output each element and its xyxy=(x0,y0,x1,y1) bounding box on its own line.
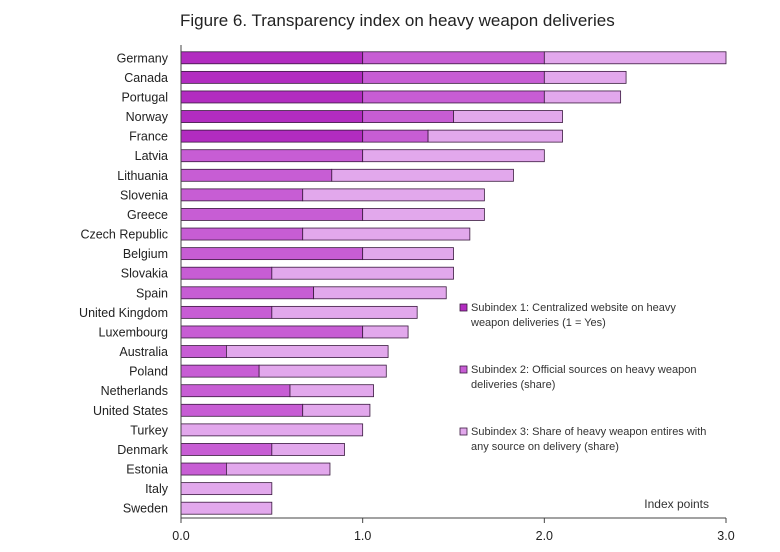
bar-segment-s1 xyxy=(180,70,364,84)
category-label: Latvia xyxy=(135,149,168,163)
bar-segment-s3 xyxy=(289,384,374,398)
bar-segment-s1 xyxy=(180,51,364,65)
category-label: United States xyxy=(93,404,168,418)
category-label: Poland xyxy=(129,365,168,379)
bar-segment-s3 xyxy=(362,247,454,261)
bar-segment-s2 xyxy=(180,266,273,280)
bars-layer xyxy=(180,51,727,515)
bar-segment-s3 xyxy=(271,266,454,280)
category-label: Slovenia xyxy=(120,188,168,202)
bar-segment-s2 xyxy=(180,305,273,319)
bar-segment-s3 xyxy=(180,423,364,437)
bar-segment-s3 xyxy=(331,168,514,182)
bar-segment-s3 xyxy=(302,188,485,202)
bar-segment-s2 xyxy=(180,345,227,358)
bar-segment-s3 xyxy=(271,443,345,456)
bar-segment-s3 xyxy=(271,305,418,319)
category-label: Canada xyxy=(124,71,168,85)
bar-segment-s3 xyxy=(427,129,563,143)
bar-segment-s1 xyxy=(180,90,364,104)
bar-segment-s3 xyxy=(226,345,389,358)
bar-segment-s3 xyxy=(543,70,627,84)
bar-segment-s2 xyxy=(180,188,304,202)
bar-segment-s2 xyxy=(362,70,545,84)
bar-segment-s2 xyxy=(180,149,364,163)
legend-entry-line: weapon deliveries (1 = Yes) xyxy=(470,317,606,329)
bar-segment-s3 xyxy=(362,208,485,221)
category-label: Denmark xyxy=(117,443,168,457)
bar-segment-s2 xyxy=(180,403,304,417)
bar-segment-s3 xyxy=(180,501,273,515)
category-label: Estonia xyxy=(126,463,168,477)
category-label: Sweden xyxy=(123,502,168,516)
bar-segment-s3 xyxy=(453,110,563,123)
bar-segment-s3 xyxy=(302,227,471,241)
bar-segment-s2 xyxy=(180,168,333,182)
legend-entry-line: deliveries (share) xyxy=(471,379,555,391)
bar-segment-s2 xyxy=(180,208,364,221)
bar-segment-s2 xyxy=(180,227,304,241)
category-label: Australia xyxy=(119,345,168,359)
x-tick-label: 2.0 xyxy=(536,529,553,543)
bar-segment-s3 xyxy=(362,325,409,339)
category-label: Czech Republic xyxy=(80,228,168,242)
bar-segment-s3 xyxy=(313,286,447,300)
bar-segment-s3 xyxy=(258,364,387,378)
bar-segment-s3 xyxy=(543,90,622,104)
bar-segment-s2 xyxy=(362,90,545,104)
category-label: Turkey xyxy=(130,423,168,437)
x-tick-label: 1.0 xyxy=(354,529,371,543)
bar-segment-s2 xyxy=(362,51,545,65)
category-label: Norway xyxy=(126,110,169,124)
bar-segment-s2 xyxy=(362,110,454,123)
bar-segment-s2 xyxy=(362,129,429,143)
category-label: Luxembourg xyxy=(99,325,169,339)
bar-segment-s2 xyxy=(180,325,364,339)
legend-swatch xyxy=(459,365,468,374)
category-labels: Germany Canada Portugal Norway France Latvia L… xyxy=(79,51,169,515)
bar-segment-s2 xyxy=(180,462,227,476)
bar-segment-s3 xyxy=(226,462,331,476)
category-label: Greece xyxy=(127,208,168,222)
bar-segment-s2 xyxy=(180,364,260,378)
bar-segment-s2 xyxy=(180,384,291,398)
bar-segment-s3 xyxy=(362,149,545,163)
bar-segment-s2 xyxy=(180,443,273,456)
legend-entry-line: Subindex 3: Share of heavy weapon entire… xyxy=(471,426,706,438)
x-axis: 0.0 1.0 2.0 3.0 xyxy=(172,45,735,543)
legend-swatch xyxy=(459,427,468,436)
x-tick-label: 3.0 xyxy=(717,529,734,543)
legend-entry-line: any source on delivery (share) xyxy=(471,441,619,453)
category-label: Germany xyxy=(117,51,169,65)
bar-segment-s2 xyxy=(180,247,364,261)
legend-entry-line: Subindex 2: Official sources on heavy we… xyxy=(471,364,696,376)
category-label: Italy xyxy=(145,482,169,496)
bar-segment-s1 xyxy=(180,129,364,143)
category-label: Lithuania xyxy=(117,169,168,183)
bar-segment-s3 xyxy=(180,482,273,496)
category-label: France xyxy=(129,130,168,144)
legend: Subindex 1: Centralized website on heavy… xyxy=(459,302,706,453)
bar-segment-s3 xyxy=(302,403,371,417)
bar-segment-s3 xyxy=(543,51,727,65)
legend-swatch xyxy=(459,303,468,312)
bar-segment-s2 xyxy=(180,286,315,300)
category-label: United Kingdom xyxy=(79,306,168,320)
category-label: Spain xyxy=(136,286,168,300)
legend-entry-line: Subindex 1: Centralized website on heavy xyxy=(471,302,676,314)
chart-title: Figure 6. Transparency index on heavy we… xyxy=(180,11,615,30)
category-label: Slovakia xyxy=(121,267,168,281)
bar-segment-s1 xyxy=(180,110,364,123)
units-note: Index points xyxy=(644,497,709,511)
category-label: Belgium xyxy=(123,247,168,261)
category-label: Netherlands xyxy=(101,384,168,398)
category-label: Portugal xyxy=(121,90,168,104)
x-tick-label: 0.0 xyxy=(172,529,189,543)
